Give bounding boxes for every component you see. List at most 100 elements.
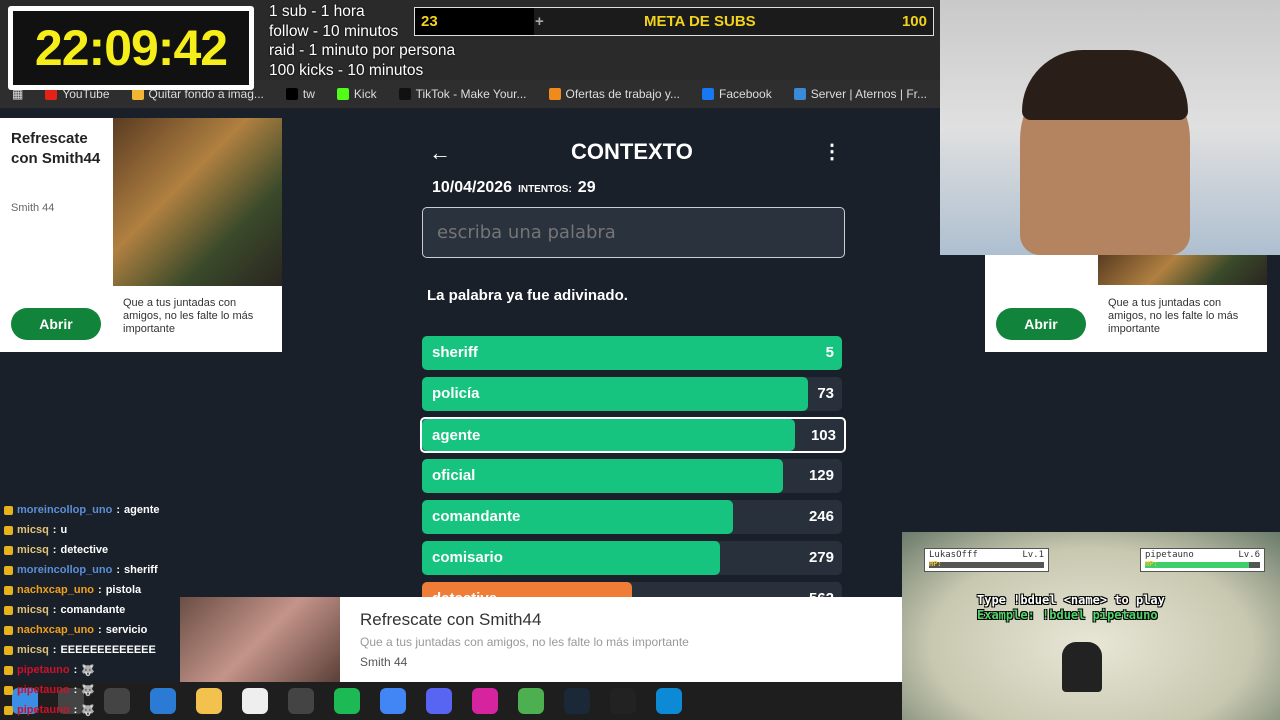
badge-icon (4, 525, 13, 535)
guess-row: oficial 129 (422, 459, 842, 493)
guess-row: comisario 279 (422, 541, 842, 575)
more-menu-icon[interactable]: ⋮ (822, 141, 842, 163)
obs-icon[interactable] (288, 688, 314, 714)
ad-title: Refrescate con Smith44 (11, 130, 101, 167)
attempts-count: 29 (577, 179, 596, 196)
guess-row: sheriff 5 (422, 336, 842, 370)
player1-hp-bar: HP: (929, 560, 1044, 568)
badge-icon (4, 585, 13, 595)
guess-rank: 246 (808, 508, 834, 525)
bookmark[interactable]: tw (285, 87, 315, 101)
player1-hp-box: LukasOfff Lv.1 HP: (924, 548, 1049, 572)
game-info: 10/04/2026 INTENTOS: 29 (432, 179, 596, 197)
bookmark[interactable]: Kick (336, 87, 377, 101)
chat-username: pipetauno (17, 664, 70, 676)
player2-hp-box: pipetauno Lv.6 HP: (1140, 548, 1265, 572)
badge-icon (4, 505, 13, 515)
player2-name: pipetauno (1145, 550, 1194, 560)
chat-text: agente (124, 504, 160, 516)
ad-open-button[interactable]: Abrir (996, 308, 1086, 340)
chat-username: micsq (17, 524, 49, 536)
ad-image (113, 118, 282, 286)
back-arrow-icon[interactable]: ← (429, 140, 451, 165)
bookmark-icon (398, 88, 411, 100)
chat-text: 🐺 (81, 664, 95, 677)
chat-username: nachxcap_uno (17, 584, 95, 596)
hp-label: HP: (929, 560, 942, 568)
store-icon[interactable] (150, 688, 176, 714)
chat-text: 🐺 (81, 704, 95, 717)
chat-text: 🐺 (81, 684, 95, 697)
instagram-icon[interactable] (472, 688, 498, 714)
chat-text: comandante (60, 604, 126, 616)
guess-row: agente 103 (420, 417, 846, 453)
timer-rules: 1 sub - 1 hora follow - 10 minutos raid … (269, 2, 455, 80)
sub-goal-bar: 23 + META DE SUBS 100 (414, 7, 934, 36)
bookmark-icon (793, 88, 806, 100)
steam-icon[interactable] (564, 688, 590, 714)
minecraft-icon[interactable] (518, 688, 544, 714)
badge-icon (4, 705, 13, 715)
chat-text: sheriff (124, 564, 158, 576)
goal-plus: + (535, 13, 544, 30)
chat-message: moreincollop_uno: agente (0, 500, 340, 520)
ad-brand: Smith 44 (360, 655, 408, 669)
pirate-sprite (1062, 642, 1102, 692)
game-date: 10/04/2026 (432, 179, 513, 196)
bookmark[interactable]: YouTube (45, 87, 110, 101)
discord-icon[interactable] (426, 688, 452, 714)
chat-username: nachxcap_uno (17, 624, 95, 636)
rule: 1 sub - 1 hora (269, 3, 365, 20)
ad-open-button[interactable]: Abrir (11, 308, 101, 340)
spotify-icon[interactable] (334, 688, 360, 714)
webcam-feed (940, 0, 1280, 255)
ad-title: Refrescate con Smith44 (360, 610, 542, 629)
ad-text: Que a tus juntadas con amigos, no les fa… (123, 297, 254, 335)
search-icon[interactable] (58, 688, 84, 714)
bookmark[interactable]: Ofertas de trabajo y... (548, 87, 680, 101)
ad-bottom-banner[interactable]: Refrescate con Smith44 Que a tus juntada… (180, 597, 902, 682)
capcut-icon[interactable] (242, 688, 268, 714)
goal-progress-fill (415, 8, 535, 35)
closeness-bar (422, 541, 721, 575)
hair (1022, 50, 1188, 120)
epic-games-icon[interactable] (610, 688, 636, 714)
apps-icon[interactable]: ▦ (12, 87, 24, 101)
chat-message: pipetauno: 🐺 (0, 680, 340, 700)
page-title: CONTEXTO (571, 139, 693, 164)
chat-message: moreincollop_uno: sheriff (0, 560, 340, 580)
duel-instruction: Type !bduel <name> to play (977, 593, 1165, 607)
chat-message: micsq: EEEEEEEEEEEEE (0, 640, 340, 660)
ad-image (1098, 255, 1267, 285)
edge-icon[interactable] (656, 688, 682, 714)
bookmark[interactable]: Quitar fondo a imag... (131, 87, 264, 101)
bookmark-label: tw (302, 87, 315, 101)
chat-text: pistola (105, 584, 142, 596)
file-explorer-icon[interactable] (196, 688, 222, 714)
start-icon[interactable] (12, 688, 38, 714)
bookmark-label: YouTube (62, 87, 110, 101)
goal-target: 100 (901, 13, 927, 30)
ad-right[interactable]: Que a tus juntadas con amigos, no les fa… (985, 255, 1267, 352)
badge-icon (4, 565, 13, 575)
bookmark-icon (45, 88, 58, 100)
ad-text: Que a tus juntadas con amigos, no les fa… (1108, 297, 1239, 335)
chrome-icon[interactable] (380, 688, 406, 714)
word-input[interactable] (422, 207, 845, 258)
bookmark[interactable]: Server | Aternos | Fr... (793, 87, 927, 101)
chat-message: nachxcap_uno: pistola (0, 580, 340, 600)
ad-left[interactable]: Refrescate con Smith44 Smith 44 Que a tu… (0, 118, 282, 352)
bookmark[interactable]: Facebook (702, 87, 772, 101)
bookmark[interactable]: TikTok - Make Your... (398, 87, 527, 101)
badge-icon (4, 605, 13, 615)
badge-icon (4, 645, 13, 655)
bookmark-icon (336, 88, 349, 100)
closeness-bar (422, 419, 796, 451)
task-view-icon[interactable] (104, 688, 130, 714)
closeness-bar (422, 377, 809, 411)
rule: raid - 1 minuto por persona (269, 42, 456, 59)
closeness-bar (422, 500, 733, 534)
chat-message: micsq: detective (0, 540, 340, 560)
chat-username: micsq (17, 644, 49, 656)
rule: 100 kicks - 10 minutos (269, 61, 424, 79)
